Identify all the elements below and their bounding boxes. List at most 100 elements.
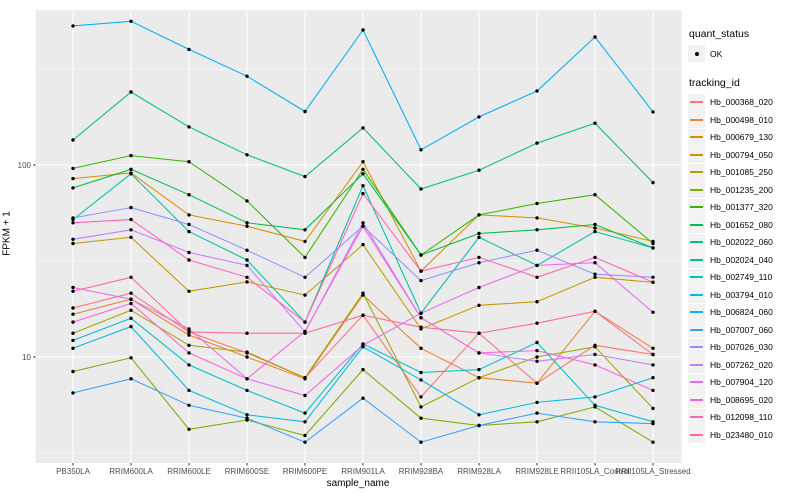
data-point — [245, 74, 249, 78]
legend-item-Hb_002749_110: Hb_002749_110 — [688, 268, 800, 287]
legend-tracking-id-title: tracking_id — [689, 76, 740, 89]
legend: quant_status OK tracking_id Hb_000368_02… — [688, 28, 800, 444]
data-point — [477, 235, 481, 239]
data-point — [129, 275, 133, 279]
data-point — [593, 420, 597, 424]
data-point — [71, 306, 75, 310]
data-point — [477, 231, 481, 236]
data-point — [477, 413, 481, 417]
gridlines — [35, 10, 682, 463]
line-swatch — [688, 356, 705, 374]
data-point — [303, 411, 307, 415]
line-swatch — [688, 321, 705, 339]
data-point — [303, 293, 307, 297]
data-point — [535, 141, 539, 145]
line-swatch — [688, 93, 705, 111]
data-point — [129, 316, 133, 320]
data-point — [651, 346, 655, 350]
swatch-line-icon — [690, 398, 703, 401]
data-point — [245, 224, 249, 228]
line-swatch — [688, 391, 705, 409]
data-point — [245, 153, 249, 157]
legend-item-label: Hb_007007_060 — [710, 324, 773, 335]
data-point — [651, 406, 655, 411]
legend-item-Hb_007026_030: Hb_007026_030 — [688, 338, 800, 357]
data-point — [651, 376, 655, 380]
data-point — [129, 172, 133, 176]
data-point — [419, 416, 423, 420]
data-point — [535, 359, 539, 363]
data-points — [71, 19, 655, 444]
legend-item-Hb_003794_010: Hb_003794_010 — [688, 286, 800, 304]
data-point — [129, 308, 133, 312]
data-point — [477, 255, 481, 260]
data-point — [245, 331, 249, 335]
data-point — [303, 109, 307, 114]
data-point — [651, 275, 655, 279]
swatch-line-icon — [690, 258, 703, 261]
legend-item-label: Hb_008695_020 — [710, 394, 773, 405]
legend-item-label: Hb_000794_050 — [710, 149, 773, 160]
data-point — [535, 228, 539, 232]
data-point — [535, 216, 539, 220]
swatch-line-icon — [690, 381, 703, 384]
swatch-line-icon — [690, 416, 703, 419]
data-point — [535, 300, 539, 304]
data-point — [477, 115, 481, 119]
data-point — [303, 331, 307, 335]
legend-item-Hb_006824_060: Hb_006824_060 — [688, 303, 800, 322]
data-point — [593, 222, 597, 227]
data-point — [187, 193, 191, 197]
data-point — [187, 229, 191, 234]
legend-item-label: Hb_001235_200 — [710, 184, 773, 195]
data-point — [245, 221, 249, 225]
swatch-line-icon — [690, 118, 703, 121]
line-swatch — [688, 286, 705, 304]
line-swatch — [688, 268, 705, 286]
data-point — [129, 356, 133, 360]
legend-item-label: Hb_001085_250 — [710, 167, 773, 178]
data-point — [129, 228, 133, 232]
legend-item-label: Hb_001652_080 — [710, 219, 773, 230]
swatch-line-icon — [690, 433, 703, 436]
data-point — [419, 187, 423, 191]
data-point — [303, 239, 307, 244]
x-tick-label: RRII105LA_Stressed — [615, 467, 690, 476]
data-point — [245, 248, 249, 252]
data-point — [71, 285, 75, 290]
data-point — [477, 213, 481, 217]
x-tick-label: RRIM600LA — [109, 467, 153, 476]
data-point — [71, 221, 75, 225]
y-tick-label: 10 — [22, 353, 31, 362]
data-point — [187, 351, 191, 355]
data-point — [419, 405, 423, 409]
legend-item-label: Hb_007026_030 — [710, 342, 773, 353]
data-point — [535, 411, 539, 415]
legend-item-label: Hb_023480_010 — [710, 429, 773, 440]
data-point — [593, 275, 597, 279]
data-point — [535, 348, 539, 353]
x-tick-label: PB350LA — [56, 467, 90, 476]
swatch-line-icon — [690, 188, 703, 191]
data-point — [593, 255, 597, 260]
data-point — [245, 377, 249, 381]
data-point — [129, 297, 133, 301]
data-point — [419, 316, 423, 320]
data-point — [361, 343, 365, 347]
data-point — [187, 343, 191, 347]
data-point — [361, 396, 365, 400]
data-point — [245, 263, 249, 268]
legend-item-Hb_007262_020: Hb_007262_020 — [688, 356, 800, 374]
data-point — [187, 363, 191, 367]
swatch-line-icon — [690, 101, 703, 104]
legend-item-Hb_007007_060: Hb_007007_060 — [688, 321, 800, 339]
data-point — [361, 224, 365, 228]
x-tick-label: RRIM928BA — [399, 467, 444, 476]
data-point — [419, 311, 423, 315]
data-point — [419, 325, 423, 329]
data-point — [535, 381, 539, 385]
data-point — [187, 213, 191, 217]
data-point — [245, 413, 249, 417]
data-point — [477, 303, 481, 307]
data-point — [187, 258, 191, 262]
